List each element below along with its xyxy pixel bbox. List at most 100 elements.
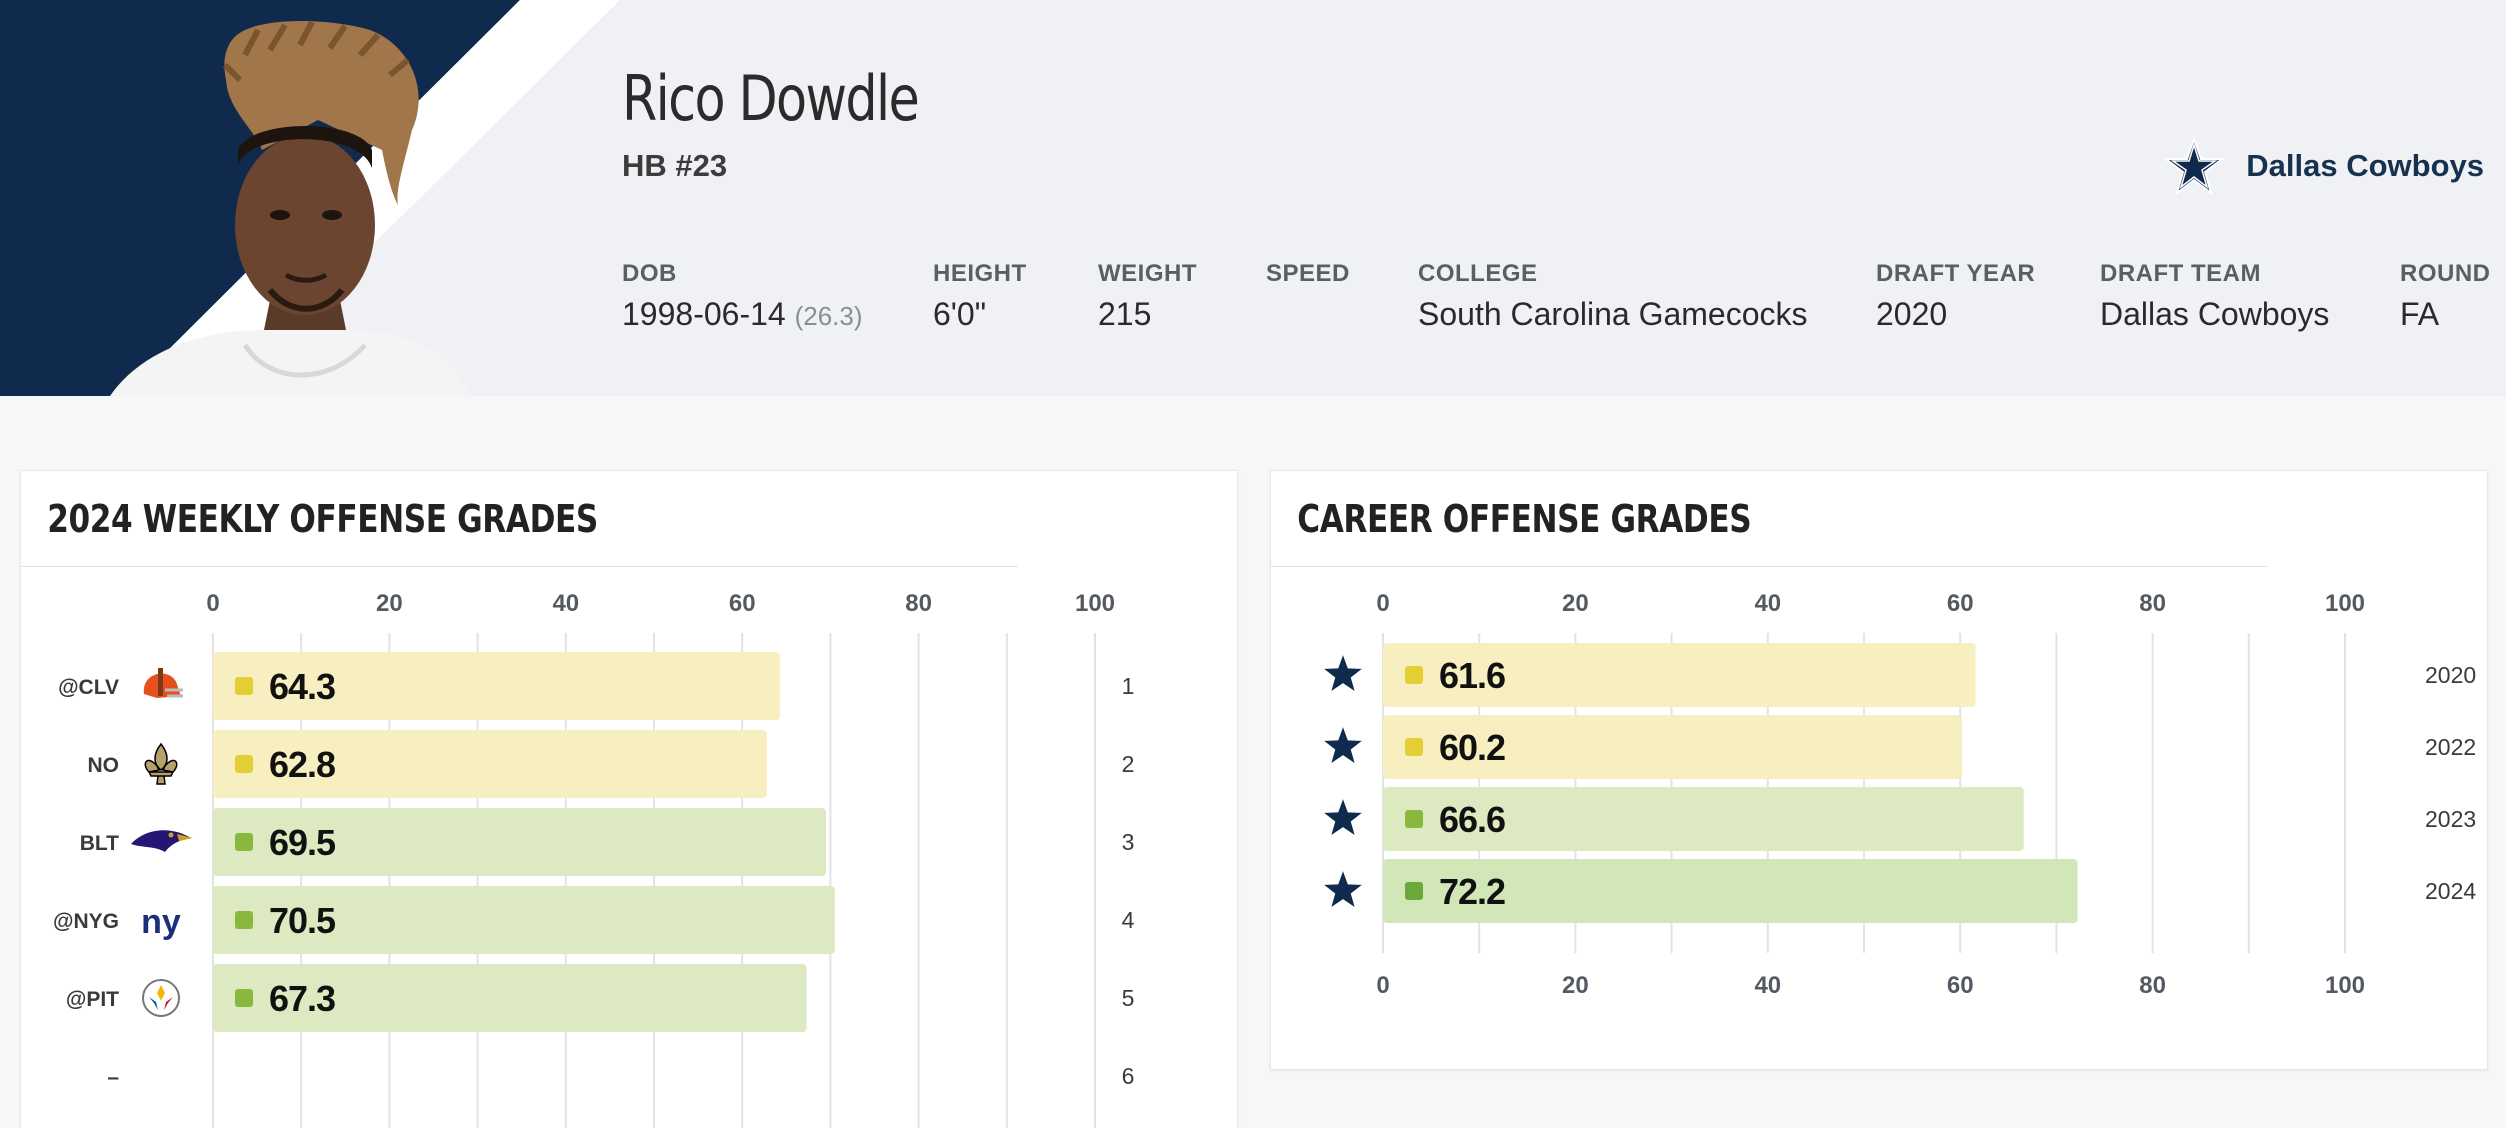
grade-value: 66.6	[1439, 799, 1505, 840]
grade-dot	[235, 989, 253, 1007]
x-tick-label: 60	[1947, 590, 1974, 617]
grade-bar	[1383, 715, 1963, 779]
giants-ny-mark: ny	[141, 903, 181, 941]
player-position: HB #23	[622, 148, 728, 183]
x-tick-label: 60	[1947, 972, 1974, 999]
season-row: 72.2 2024	[1320, 859, 2476, 923]
round-value: FA	[2400, 296, 2440, 332]
player-headshot	[110, 20, 470, 396]
grade-dot	[235, 755, 253, 773]
x-tick-label: 80	[905, 590, 932, 617]
steelers-hypocycloid-1	[157, 985, 165, 1001]
season-row: 60.2 2022	[1320, 715, 2476, 779]
opponent-label: NO	[88, 754, 120, 777]
player-header: Rico Dowdle HB #23 Dallas Cowboys DOB 19…	[0, 0, 2506, 396]
grade-value: 67.3	[269, 978, 335, 1019]
grade-value: 62.8	[269, 744, 335, 785]
dob-date: 1998-06-14	[622, 296, 786, 332]
x-tick-label: 80	[2139, 972, 2166, 999]
x-tick-label: 20	[1562, 590, 1589, 617]
ravens-beak	[177, 834, 193, 841]
week-number: 5	[1122, 985, 1135, 1011]
week-row: @CLV 64.3 1	[58, 652, 1134, 720]
x-tick-label: 100	[2325, 590, 2365, 617]
draft-year-label: DRAFT YEAR	[1876, 260, 2036, 287]
cowboys-star-shape	[1320, 722, 1366, 767]
week-row: BLT 69.5 3	[80, 808, 1135, 876]
saints-fleur-shape	[144, 742, 178, 785]
grade-value: 61.6	[1439, 655, 1505, 696]
season-row: 66.6 2023	[1320, 787, 2476, 851]
grade-bar	[1383, 643, 1976, 707]
round-label: ROUND	[2400, 260, 2491, 287]
grade-value: 70.5	[269, 900, 336, 941]
height-value: 6'0"	[933, 296, 987, 332]
x-tick-label: 80	[2139, 590, 2166, 617]
cowboys-star-shape	[1320, 794, 1366, 839]
team-link[interactable]: Dallas Cowboys	[2164, 136, 2484, 196]
ravens-logo-icon	[131, 830, 193, 852]
cowboys-star-icon	[1320, 866, 1366, 911]
cowboys-star-shape	[1320, 866, 1366, 911]
dob-label: DOB	[622, 260, 677, 287]
career-grades-card: CAREER OFFENSE GRADES 0 0 20 20 40 40 60 60 80 80…	[1270, 470, 2488, 1070]
week-row: @NYG ny 70.5 4	[53, 886, 1135, 954]
opponent-label: @CLV	[58, 676, 119, 699]
weekly-grades-card: 2024 WEEKLY OFFENSE GRADES 0 20 40 60 80 100 @…	[20, 470, 1238, 1128]
week-number: 4	[1122, 907, 1135, 933]
grade-bar	[1383, 859, 2078, 923]
grade-bar	[213, 886, 835, 954]
x-tick-label: 20	[376, 590, 403, 617]
grade-dot	[235, 677, 253, 695]
season-year: 2024	[2425, 878, 2476, 904]
ravens-head-shape	[131, 830, 191, 852]
cowboys-star-icon	[1320, 650, 1366, 695]
dob-value: 1998-06-14 (26.3)	[622, 296, 863, 333]
giants-ny-logo-icon: ny	[141, 903, 181, 941]
steelers-hypocycloid-3	[149, 997, 158, 1010]
weekly-grades-title: 2024 WEEKLY OFFENSE GRADES	[21, 471, 1019, 567]
opponent-label: BLT	[80, 832, 119, 855]
speed-label: SPEED	[1266, 260, 1350, 287]
weekly-grades-chart: 0 20 40 60 80 100 @CLV 64.3 1 NO 62.8 2 BLT 69.5 3 @NYG…	[53, 590, 1135, 1128]
x-tick-label: 100	[2325, 972, 2365, 999]
opponent-label: @NYG	[53, 910, 119, 933]
ravens-eye	[168, 832, 174, 838]
saints-fleur-de-lis-icon	[144, 742, 178, 785]
x-tick-label: 0	[1376, 972, 1389, 999]
season-year: 2022	[2425, 734, 2476, 760]
browns-helmet-icon	[143, 668, 183, 698]
draft-team-value: Dallas Cowboys	[2100, 296, 2330, 332]
x-tick-label: 20	[1562, 972, 1589, 999]
college-label: COLLEGE	[1418, 260, 1538, 287]
grade-value: 72.2	[1439, 871, 1505, 912]
player-name: Rico Dowdle	[622, 62, 920, 135]
cowboys-star-shape	[1320, 650, 1366, 695]
grade-dot	[1405, 810, 1423, 828]
x-tick-label: 40	[552, 590, 579, 617]
season-year: 2020	[2425, 662, 2476, 688]
grade-dot	[235, 833, 253, 851]
draft-year-value: 2020	[1876, 296, 1948, 332]
week-number: 1	[1122, 673, 1135, 699]
grade-dot	[235, 911, 253, 929]
grade-dot	[1405, 738, 1423, 756]
week-row: @PIT 67.3 5	[66, 964, 1135, 1032]
x-tick-label: 40	[1754, 590, 1781, 617]
grade-value: 64.3	[269, 666, 335, 707]
grade-dot	[1405, 882, 1423, 900]
player-photo-area	[0, 0, 620, 396]
steelers-logo-icon	[142, 979, 180, 1017]
x-tick-label: 40	[1754, 972, 1781, 999]
cowboys-star-icon	[2164, 136, 2225, 196]
season-row: 61.6 2020	[1320, 643, 2476, 707]
career-grades-title: CAREER OFFENSE GRADES	[1271, 471, 2269, 567]
team-name: Dallas Cowboys	[2246, 148, 2484, 183]
grade-dot	[1405, 666, 1423, 684]
season-year: 2023	[2425, 806, 2476, 832]
grade-bar	[213, 808, 826, 876]
week-number: 3	[1122, 829, 1135, 855]
cowboys-star-icon	[1320, 794, 1366, 839]
age-value: (26.3)	[794, 301, 863, 331]
grade-value: 60.2	[1439, 727, 1505, 768]
